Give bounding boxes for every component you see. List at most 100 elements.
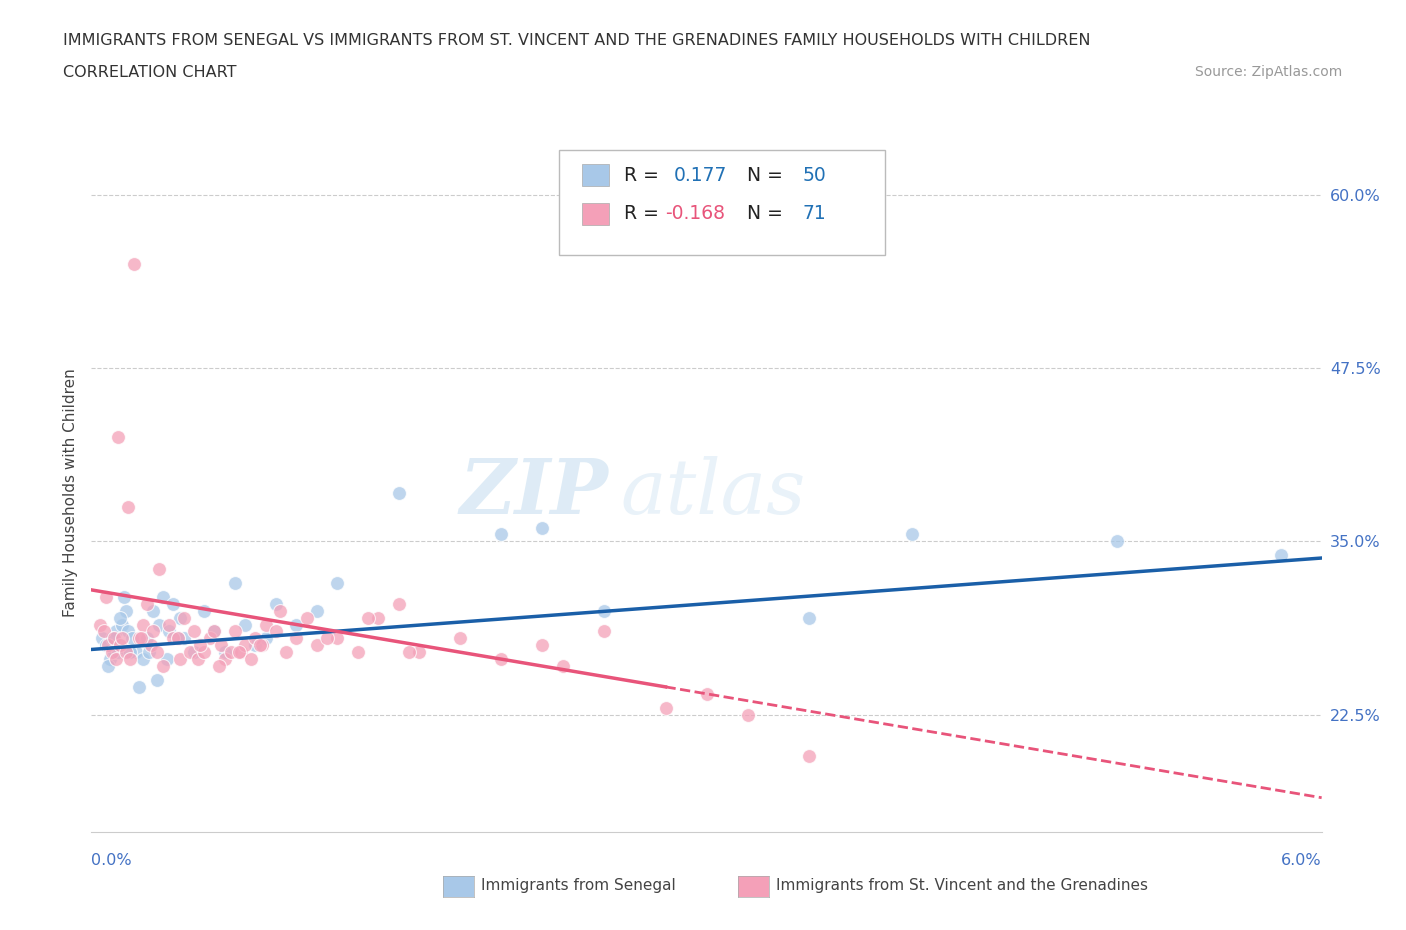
Point xyxy=(367,610,389,625)
Text: 0.0%: 0.0% xyxy=(91,853,132,868)
Point xyxy=(233,638,256,653)
Text: Immigrants from Senegal: Immigrants from Senegal xyxy=(481,878,676,893)
Point xyxy=(326,576,349,591)
Point xyxy=(112,590,135,604)
Text: 50: 50 xyxy=(803,166,827,185)
Point xyxy=(105,652,127,667)
Text: R =: R = xyxy=(624,205,659,223)
Point xyxy=(408,644,430,659)
Point xyxy=(139,638,162,653)
Point xyxy=(94,638,117,653)
Point xyxy=(264,624,287,639)
Point xyxy=(129,631,152,645)
Point xyxy=(388,596,411,611)
Point xyxy=(207,658,229,673)
Point xyxy=(233,618,256,632)
Point xyxy=(326,631,349,645)
Point xyxy=(398,644,420,659)
Point xyxy=(117,499,139,514)
Point xyxy=(146,672,169,687)
Point xyxy=(245,638,267,653)
Point xyxy=(148,618,170,632)
Point xyxy=(169,610,191,625)
Point xyxy=(108,610,131,625)
Text: 0.177: 0.177 xyxy=(673,166,727,185)
Point xyxy=(228,644,250,659)
Point xyxy=(224,576,246,591)
Point xyxy=(449,631,471,645)
Point xyxy=(240,652,263,667)
Point xyxy=(214,652,236,667)
Point xyxy=(224,624,246,639)
Point xyxy=(162,631,184,645)
Text: atlas: atlas xyxy=(620,456,806,530)
Point xyxy=(250,638,273,653)
Point xyxy=(305,604,328,618)
Point xyxy=(264,596,287,611)
Point xyxy=(93,624,115,639)
Text: 6.0%: 6.0% xyxy=(1281,853,1322,868)
Point xyxy=(214,644,236,659)
Point xyxy=(138,644,160,659)
Point xyxy=(120,652,142,667)
Point xyxy=(388,485,411,500)
Point xyxy=(900,527,922,542)
Point xyxy=(148,562,170,577)
Point xyxy=(1270,548,1292,563)
Point xyxy=(193,604,215,618)
Point xyxy=(654,700,676,715)
Text: 71: 71 xyxy=(803,205,827,223)
Point xyxy=(173,631,195,645)
Text: R =: R = xyxy=(624,166,665,185)
Point xyxy=(142,624,165,639)
Point xyxy=(135,631,157,645)
Point xyxy=(491,652,513,667)
Point xyxy=(108,638,131,653)
Point xyxy=(162,596,184,611)
Point xyxy=(249,638,271,653)
Point xyxy=(179,644,201,659)
Point xyxy=(169,652,191,667)
Point xyxy=(531,520,554,535)
Point xyxy=(276,644,298,659)
Point xyxy=(285,631,308,645)
FancyBboxPatch shape xyxy=(558,150,884,256)
Y-axis label: Family Households with Children: Family Households with Children xyxy=(62,368,77,618)
Point xyxy=(124,257,146,272)
FancyBboxPatch shape xyxy=(582,165,609,186)
Point xyxy=(152,658,174,673)
Text: Immigrants from St. Vincent and the Grenadines: Immigrants from St. Vincent and the Gren… xyxy=(776,878,1149,893)
Point xyxy=(295,610,318,625)
Point xyxy=(94,590,117,604)
Point xyxy=(305,638,328,653)
Text: IMMIGRANTS FROM SENEGAL VS IMMIGRANTS FROM ST. VINCENT AND THE GRENADINES FAMILY: IMMIGRANTS FROM SENEGAL VS IMMIGRANTS FR… xyxy=(63,33,1091,47)
Point xyxy=(107,644,129,659)
Point xyxy=(737,707,759,722)
Point xyxy=(117,624,139,639)
Point xyxy=(89,618,111,632)
Point xyxy=(797,749,820,764)
Text: N =: N = xyxy=(747,205,783,223)
Point xyxy=(135,596,157,611)
Point xyxy=(491,527,513,542)
Point xyxy=(120,644,142,659)
Point xyxy=(219,644,242,659)
Point xyxy=(111,631,134,645)
Point xyxy=(200,631,222,645)
Point xyxy=(101,644,124,659)
Point xyxy=(183,644,205,659)
Point xyxy=(146,644,169,659)
Point xyxy=(1105,534,1128,549)
Point xyxy=(193,644,215,659)
Text: ZIP: ZIP xyxy=(460,456,607,530)
Point xyxy=(115,604,138,618)
Point xyxy=(183,624,205,639)
Point xyxy=(103,631,125,645)
Point xyxy=(245,631,267,645)
Point xyxy=(229,644,252,659)
Point xyxy=(128,680,150,695)
Point xyxy=(101,631,124,645)
Point xyxy=(105,624,127,639)
Point xyxy=(107,430,129,445)
Point xyxy=(157,624,180,639)
